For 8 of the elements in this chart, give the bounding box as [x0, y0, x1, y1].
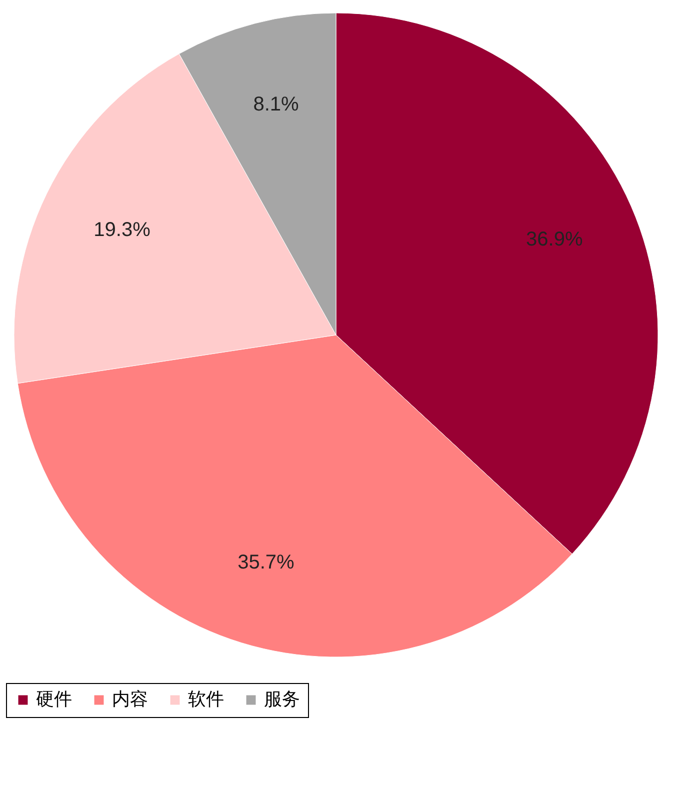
legend-label: 软件	[188, 689, 224, 710]
legend-label: 硬件	[36, 689, 72, 710]
data-label: 36.9%	[526, 228, 583, 251]
legend-label: 内容	[112, 689, 148, 710]
data-label: 8.1%	[253, 93, 300, 116]
data-label: 35.7%	[238, 552, 294, 574]
legend-label: 服务	[264, 689, 300, 710]
data-label: 19.3%	[94, 219, 151, 242]
